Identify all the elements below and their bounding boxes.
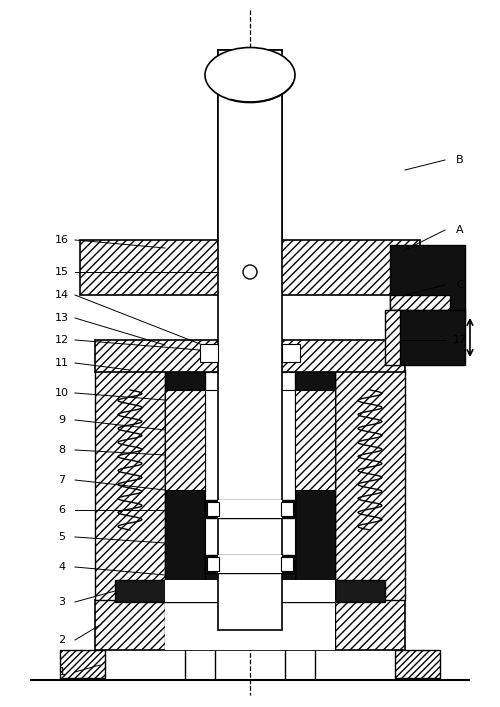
Bar [207, 557, 219, 571]
Bar [200, 344, 218, 362]
Text: 14: 14 [55, 290, 69, 300]
Bar [295, 370, 335, 600]
Bar [205, 490, 235, 600]
Text: 15: 15 [55, 267, 69, 277]
Ellipse shape [205, 47, 295, 103]
Bar [265, 390, 295, 560]
Circle shape [243, 265, 257, 279]
Bar [390, 295, 450, 310]
Bar [385, 310, 400, 365]
Bar [80, 240, 420, 295]
Bar [95, 340, 405, 372]
Bar [281, 557, 293, 571]
Bar [60, 650, 105, 678]
Text: 10: 10 [55, 388, 69, 398]
Bar [218, 50, 282, 245]
Text: 3: 3 [58, 597, 66, 607]
Bar [281, 502, 293, 516]
Bar [218, 340, 282, 372]
Text: 1: 1 [58, 667, 66, 677]
Bar [395, 650, 440, 678]
Bar [205, 390, 235, 560]
Bar [218, 240, 282, 295]
Bar [390, 310, 465, 365]
Bar [165, 580, 335, 602]
Bar [390, 245, 465, 320]
Text: 9: 9 [58, 415, 66, 425]
Text: A: A [456, 225, 464, 235]
Text: 16: 16 [55, 235, 69, 245]
Text: 13: 13 [55, 313, 69, 323]
Bar [165, 390, 205, 490]
Text: 4: 4 [58, 562, 66, 572]
Text: 11: 11 [55, 358, 69, 368]
Text: 7: 7 [58, 475, 66, 485]
Text: 5: 5 [58, 532, 66, 542]
Text: 17: 17 [453, 335, 467, 345]
Bar [265, 490, 295, 600]
Text: 6: 6 [58, 505, 66, 515]
Bar [205, 500, 295, 518]
Bar [282, 344, 300, 362]
Bar [295, 390, 335, 490]
Bar [218, 555, 282, 573]
Text: 8: 8 [58, 445, 66, 455]
Bar [207, 502, 219, 516]
Bar [218, 50, 282, 630]
Bar [205, 555, 295, 573]
Text: 2: 2 [58, 635, 66, 645]
Bar [115, 580, 385, 602]
Bar [165, 370, 205, 600]
Bar [218, 500, 282, 518]
Text: C: C [456, 280, 464, 290]
Bar [165, 600, 335, 650]
Bar [335, 370, 405, 600]
Text: 12: 12 [55, 335, 69, 345]
Bar [95, 600, 405, 650]
Bar [95, 370, 165, 600]
Text: B: B [456, 155, 464, 165]
